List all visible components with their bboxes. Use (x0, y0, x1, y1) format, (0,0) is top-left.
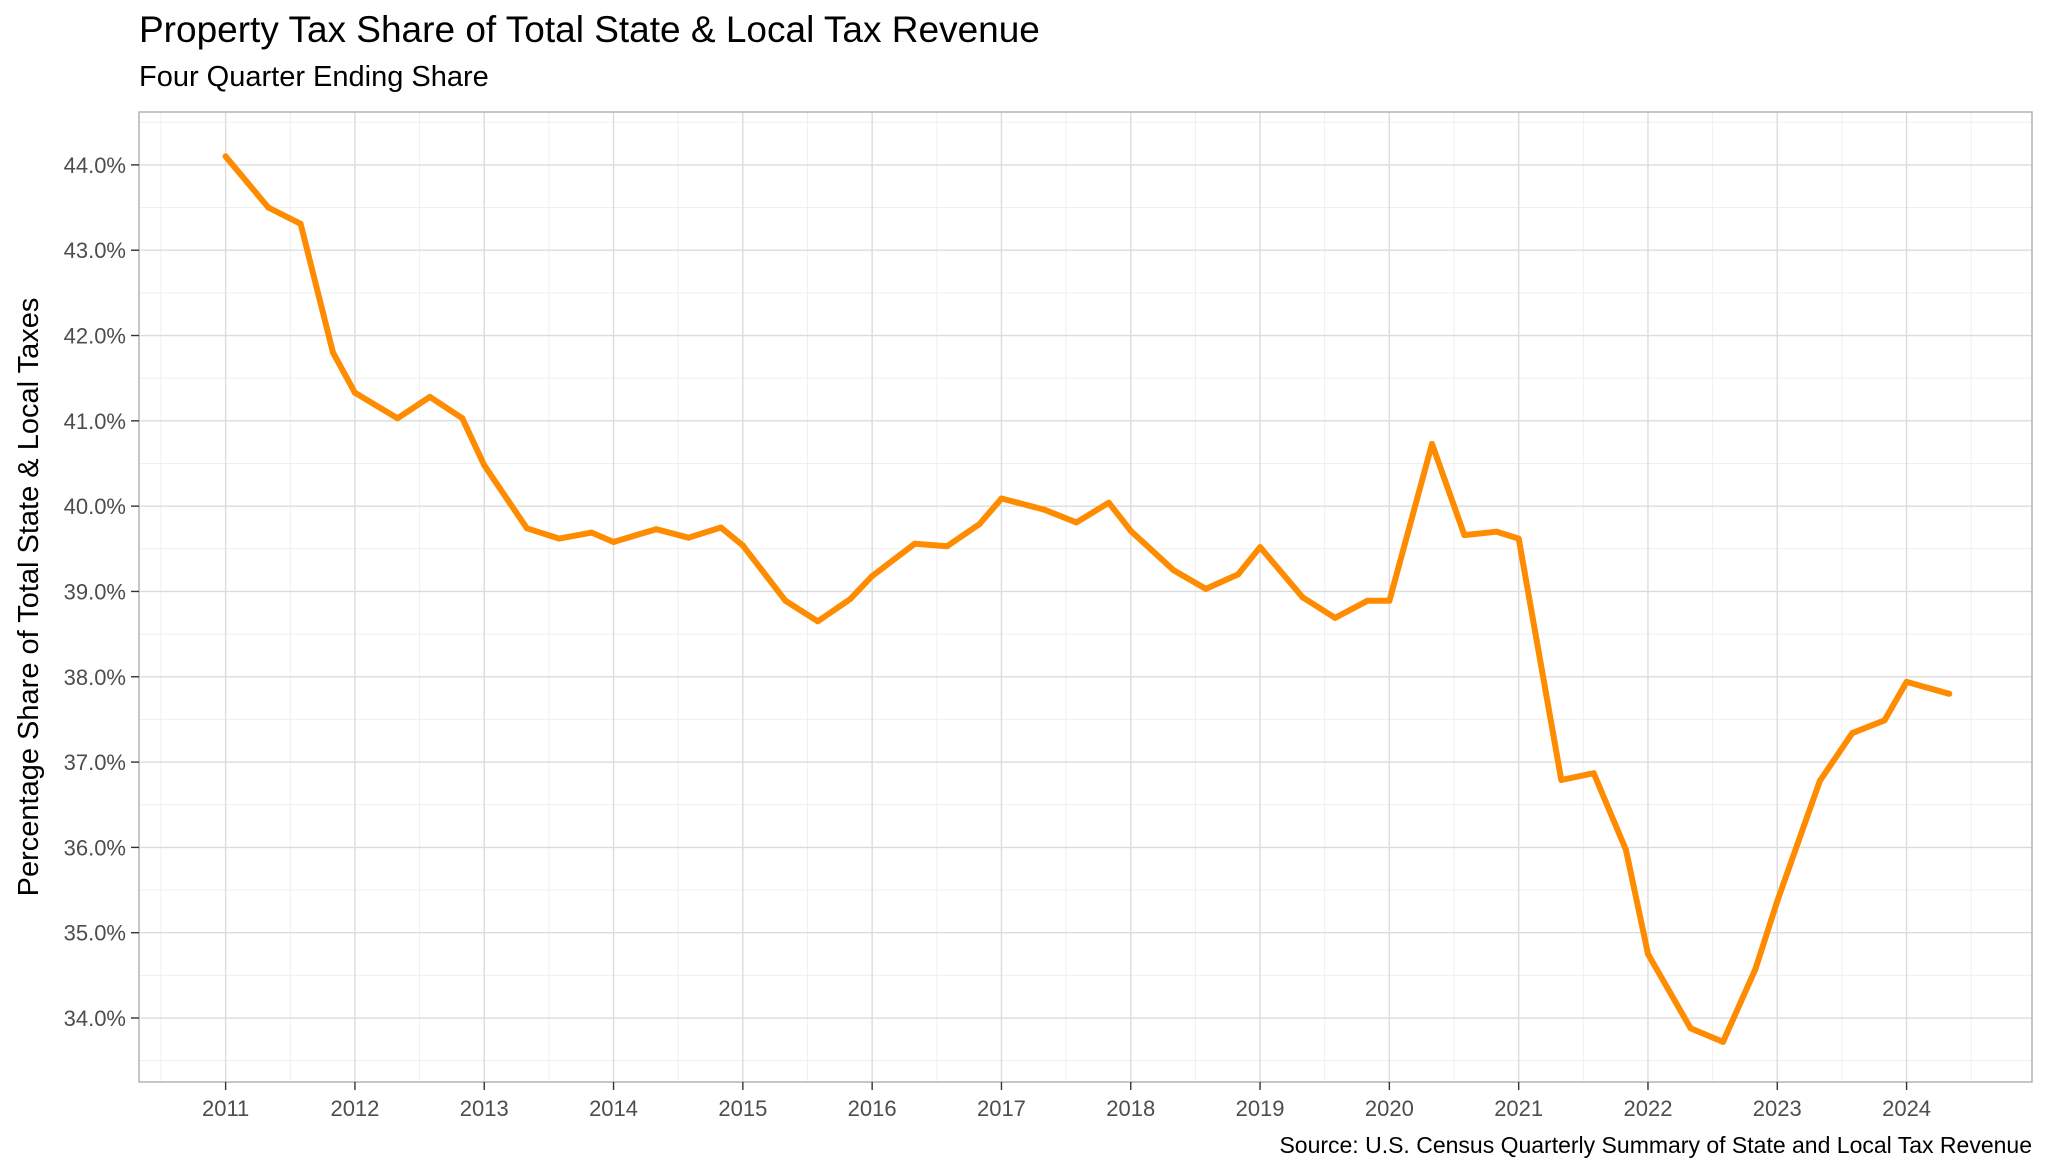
data-point (1752, 966, 1759, 973)
x-tick-label: 2024 (1882, 1096, 1931, 1121)
data-point (1816, 777, 1823, 784)
data-point (1461, 532, 1468, 539)
data-point (459, 415, 466, 422)
data-point (1881, 717, 1888, 724)
data-point (1687, 1025, 1694, 1032)
y-tick-label: 38.0% (64, 665, 126, 690)
y-tick-label: 40.0% (64, 494, 126, 519)
y-tick-label: 43.0% (64, 238, 126, 263)
y-tick-label: 36.0% (64, 835, 126, 860)
data-point (1558, 777, 1565, 783)
data-point (1515, 535, 1522, 542)
axis-ticks (131, 164, 1908, 1090)
x-tick-label: 2018 (1106, 1096, 1155, 1121)
y-tick-label: 39.0% (64, 579, 126, 604)
data-point (998, 495, 1005, 502)
x-axis-tick-labels: 2011 2012 2013 2014 2015 2016 2017 2018 2019 2020… (202, 1096, 1931, 1121)
x-tick-label: 2016 (848, 1096, 897, 1121)
y-tick-label: 42.0% (64, 324, 126, 349)
x-tick-label: 2017 (977, 1096, 1026, 1121)
data-point (523, 525, 530, 532)
data-point (556, 535, 563, 542)
data-point (911, 540, 918, 547)
data-point (610, 539, 617, 545)
data-point (782, 597, 789, 604)
x-tick-label: 2019 (1236, 1096, 1285, 1121)
data-point (297, 220, 304, 227)
data-point (426, 393, 433, 400)
data-point (265, 204, 272, 211)
data-point (330, 349, 336, 356)
data-point (481, 462, 488, 469)
data-point (1645, 951, 1651, 957)
data-point (1429, 440, 1435, 447)
data-point (222, 153, 229, 160)
x-tick-label: 2013 (460, 1096, 509, 1121)
x-tick-label: 2022 (1623, 1096, 1672, 1121)
source-caption: Source: U.S. Census Quarterly Summary of… (1279, 1132, 2032, 1158)
data-point (1590, 770, 1597, 777)
x-tick-label: 2012 (330, 1096, 379, 1121)
data-point (1720, 1038, 1726, 1045)
x-tick-label: 2014 (589, 1096, 638, 1121)
y-tick-label: 34.0% (64, 1006, 126, 1031)
data-point (394, 415, 401, 422)
data-point (1235, 571, 1242, 578)
y-tick-label: 44.0% (64, 153, 126, 178)
data-point (717, 524, 724, 531)
y-tick-label: 41.0% (64, 409, 126, 434)
data-point (1170, 567, 1177, 574)
y-axis-tick-labels: 34.0% 35.0% 36.0% 37.0% 38.0% 39.0% 40.0% 41.0%… (64, 153, 126, 1031)
chart-subtitle: Four Quarter Ending Share (139, 61, 489, 93)
x-tick-label: 2021 (1494, 1096, 1543, 1121)
data-point (1493, 528, 1500, 535)
data-point (1257, 544, 1264, 551)
data-point (1903, 678, 1910, 685)
chart-title: Property Tax Share of Total State & Loca… (139, 9, 1040, 50)
data-point (814, 618, 821, 625)
data-point (1849, 730, 1856, 737)
data-point (1073, 519, 1080, 526)
data-point (653, 526, 660, 533)
data-point (1946, 690, 1953, 697)
data-point (1202, 585, 1209, 592)
y-tick-label: 35.0% (64, 921, 126, 946)
data-point (847, 596, 854, 603)
minor-gridlines (139, 112, 2032, 1082)
data-point (1299, 594, 1306, 601)
data-point (1364, 597, 1371, 604)
y-tick-label: 37.0% (64, 750, 126, 775)
data-point (1774, 898, 1781, 905)
x-tick-label: 2023 (1753, 1096, 1802, 1121)
y-axis-title: Percentage Share of Total State & Local … (13, 298, 45, 897)
data-point (1386, 597, 1393, 604)
data-point (588, 529, 595, 536)
data-point (1332, 614, 1339, 621)
data-point (739, 542, 746, 549)
data-point (1041, 506, 1048, 513)
plot-panel-border (138, 111, 2033, 1083)
data-point (685, 534, 692, 541)
data-point (1623, 847, 1629, 853)
x-tick-label: 2011 (202, 1096, 249, 1121)
data-points (222, 153, 1953, 1045)
data-point (869, 573, 876, 580)
series-line-property-tax-share (222, 153, 1953, 1045)
data-point (944, 543, 951, 550)
data-point (1127, 527, 1134, 534)
data-point (976, 521, 983, 528)
x-tick-label: 2020 (1365, 1096, 1414, 1121)
data-point (1105, 499, 1112, 506)
data-point (351, 389, 358, 396)
major-gridlines (139, 112, 2032, 1082)
x-tick-label: 2015 (718, 1096, 767, 1121)
